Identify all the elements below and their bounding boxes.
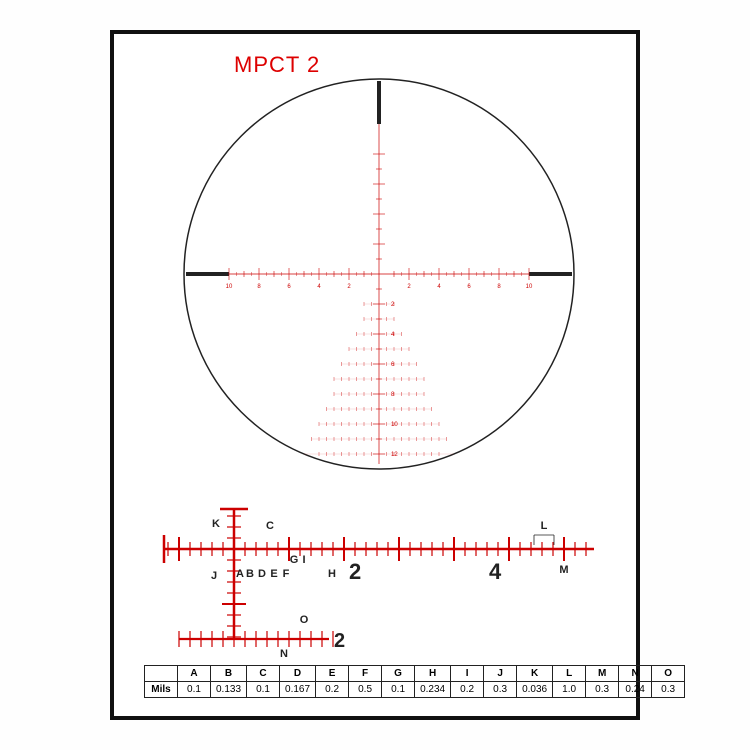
table-header-cell: G: [382, 666, 415, 682]
svg-text:6: 6: [391, 362, 395, 368]
reticle-main-view: 10 8 6 4 2 2 4 6 8 10 2 4 6 8 10 12: [154, 64, 604, 494]
table-cell: 0.133: [211, 682, 247, 698]
table-header-cell: B: [211, 666, 247, 682]
svg-text:6: 6: [287, 284, 291, 290]
table-cell: 0.1: [178, 682, 211, 698]
svg-text:C: C: [266, 520, 274, 532]
svg-text:12: 12: [391, 452, 398, 458]
table-cell: 0.3: [586, 682, 619, 698]
table-header-cell: K: [517, 666, 553, 682]
svg-text:L: L: [541, 520, 548, 532]
table-cell: Mils: [145, 682, 178, 698]
table-header-cell: J: [484, 666, 517, 682]
table-cell: 0.167: [280, 682, 316, 698]
svg-text:4: 4: [391, 332, 395, 338]
svg-text:4: 4: [317, 284, 321, 290]
table-header-cell: A: [178, 666, 211, 682]
svg-text:8: 8: [497, 284, 501, 290]
table-header-cell: O: [652, 666, 685, 682]
svg-text:10: 10: [526, 284, 533, 290]
table-header-cell: H: [415, 666, 451, 682]
reticle-detail-view: KCABDEFGIHJLMNO242: [134, 504, 634, 674]
svg-text:8: 8: [257, 284, 261, 290]
svg-text:K: K: [212, 518, 220, 530]
svg-text:10: 10: [391, 422, 398, 428]
table-cell: 1.0: [553, 682, 586, 698]
table-cell: 0.24: [619, 682, 652, 698]
svg-text:10: 10: [226, 284, 233, 290]
table-cell: 0.5: [349, 682, 382, 698]
svg-text:2: 2: [407, 284, 411, 290]
table-header-cell: C: [247, 666, 280, 682]
table-cell: 0.036: [517, 682, 553, 698]
svg-text:4: 4: [437, 284, 441, 290]
svg-text:2: 2: [391, 302, 395, 308]
table-header-cell: M: [586, 666, 619, 682]
svg-text:2: 2: [334, 630, 345, 652]
table-header-cell: N: [619, 666, 652, 682]
table-header-cell: I: [451, 666, 484, 682]
svg-text:8: 8: [391, 392, 395, 398]
table-header-cell: D: [280, 666, 316, 682]
table-cell: 0.1: [382, 682, 415, 698]
table-header-cell: E: [316, 666, 349, 682]
svg-text:2: 2: [347, 284, 351, 290]
table-cell: 0.2: [451, 682, 484, 698]
table-cell: 0.2: [316, 682, 349, 698]
svg-text:4: 4: [489, 559, 502, 584]
table-header-cell: F: [349, 666, 382, 682]
table-cell: 0.3: [484, 682, 517, 698]
svg-text:2: 2: [349, 559, 361, 584]
table-cell: 0.1: [247, 682, 280, 698]
svg-text:6: 6: [467, 284, 471, 290]
mils-table: ABCDEFGHIJKLMNO Mils0.10.1330.10.1670.20…: [144, 665, 685, 698]
table-header-cell: [145, 666, 178, 682]
table-cell: 0.234: [415, 682, 451, 698]
table-header-cell: L: [553, 666, 586, 682]
document-frame: MPCT 2 10864224681024681012 KCABDEFGIHJL…: [110, 30, 640, 720]
table-cell: 0.3: [652, 682, 685, 698]
